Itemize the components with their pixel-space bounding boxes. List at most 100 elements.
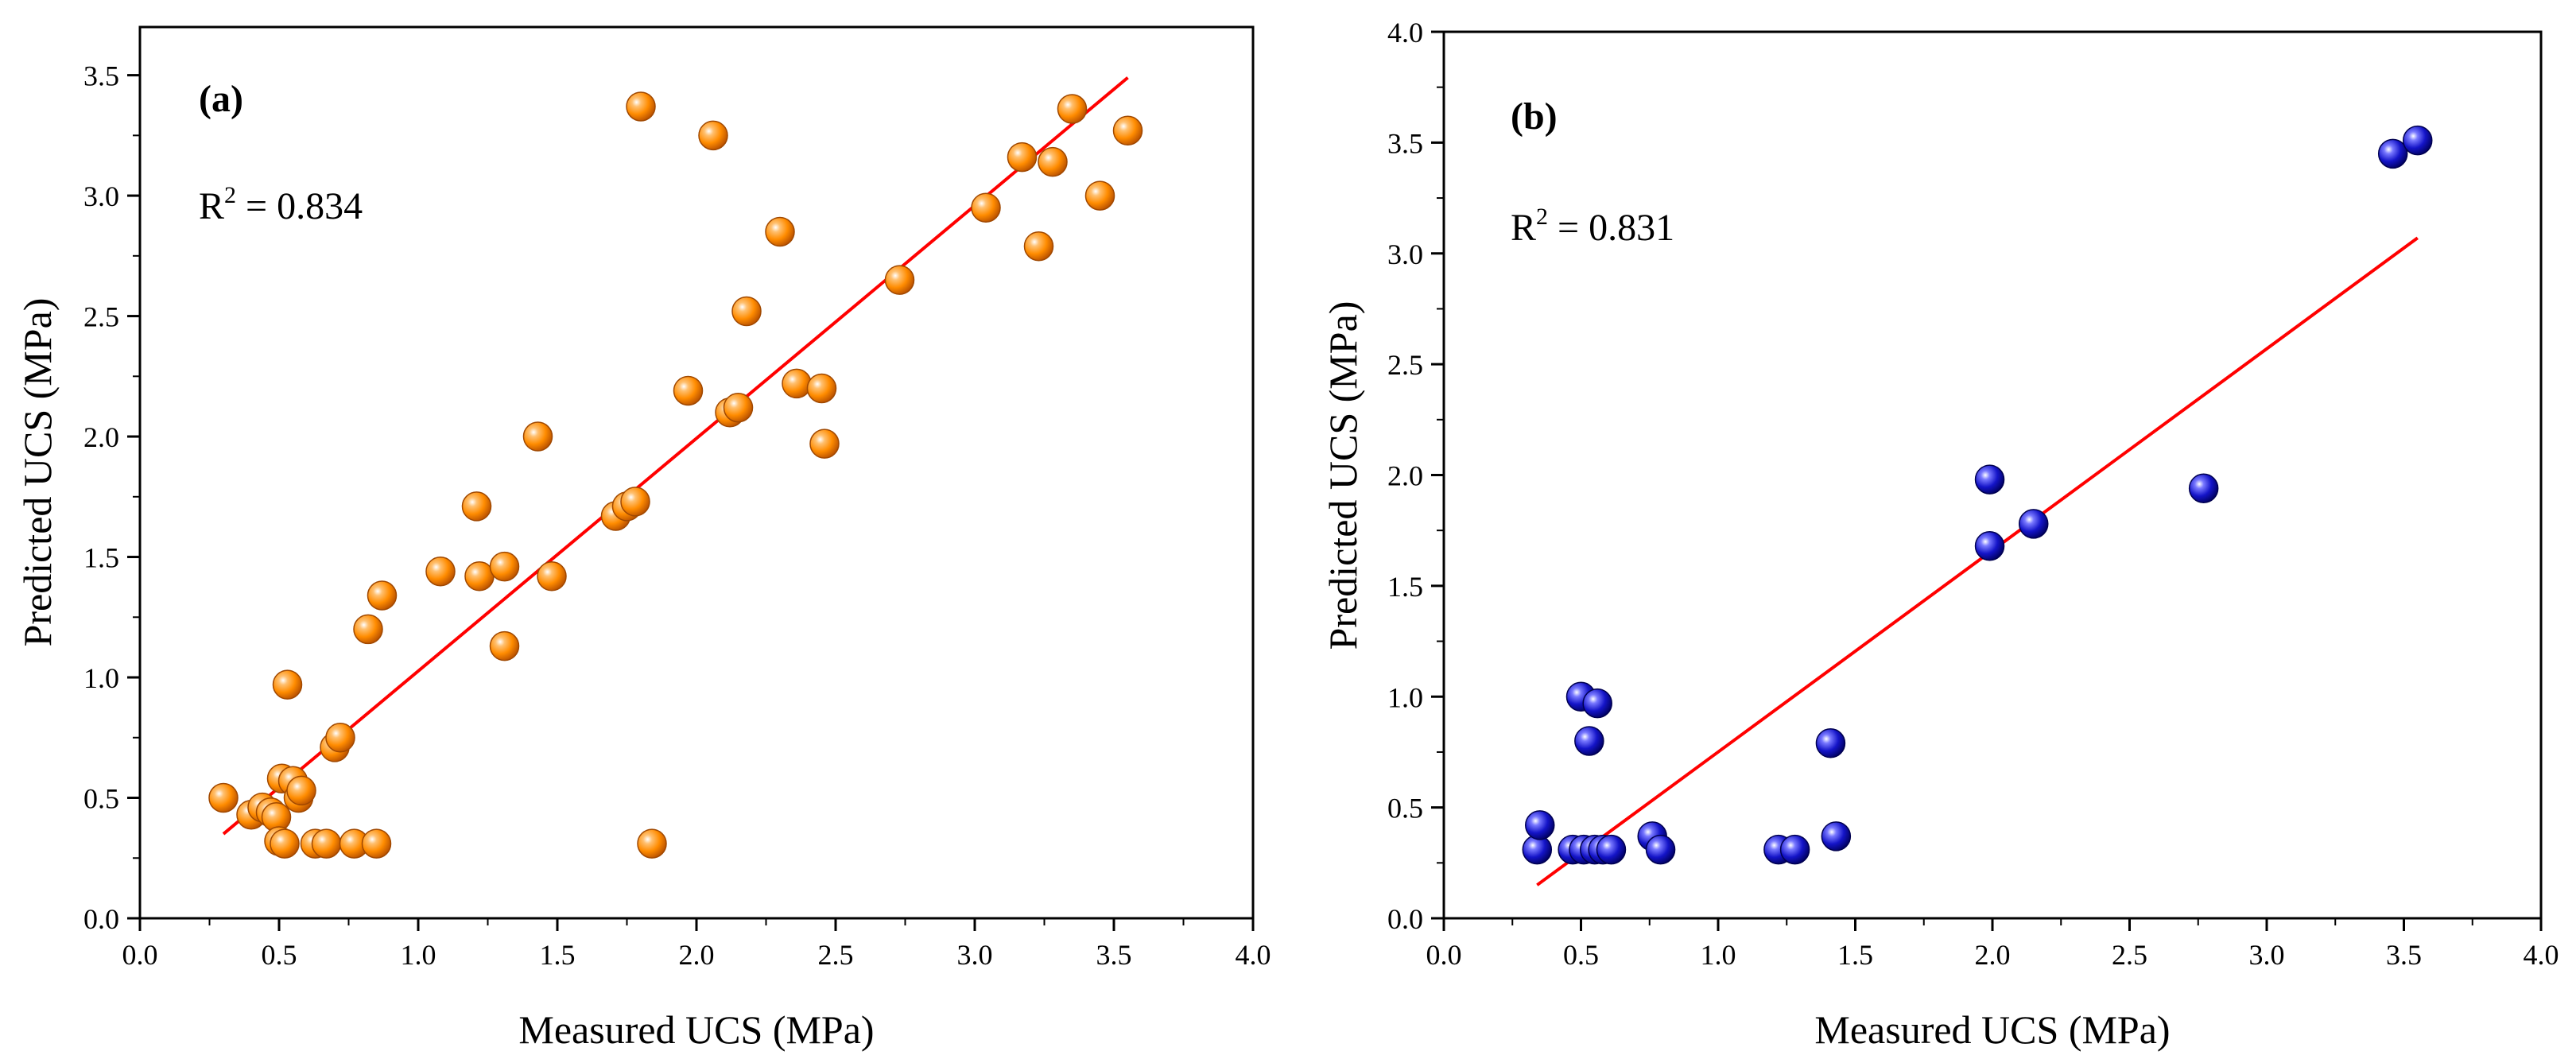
- chart-b-data-point: [1779, 834, 1810, 865]
- chart-b-data-point: [1821, 821, 1852, 851]
- chart-b-data-point: [1582, 688, 1612, 719]
- chart-b-data-point: [1525, 810, 1555, 840]
- chart-b-r2-annotation: R2 = 0.831: [1511, 204, 1674, 249]
- chart-b-r2-prefix: R: [1511, 207, 1536, 249]
- chart-a-data-point: [522, 421, 553, 452]
- chart-a-data-point: [673, 375, 704, 406]
- chart-b-data-point: [2019, 509, 2049, 539]
- chart-b-y-tick-label: 2.5: [1387, 349, 1423, 381]
- chart-a-data-point: [361, 828, 392, 859]
- chart-a-data-point: [1023, 231, 1054, 262]
- chart-b-y-tick-label: 4.0: [1387, 17, 1423, 48]
- chart-a-x-axis-title: Measured UCS (MPa): [518, 1007, 874, 1052]
- chart-a-y-tick-label: 0.5: [83, 783, 119, 815]
- chart-a-data-point: [325, 723, 355, 753]
- chart-a-data-point: [208, 782, 239, 813]
- chart-a-panel-label: (a): [199, 78, 243, 120]
- chart-b-y-tick-label: 0.0: [1387, 903, 1423, 935]
- chart-a-x-tick-label: 0.0: [122, 939, 158, 971]
- chart-a-data-point: [626, 91, 656, 122]
- chart-b-y-tick-label: 1.0: [1387, 681, 1423, 713]
- chart-a-data-point: [464, 561, 495, 592]
- chart-b-x-tick-label: 0.0: [1426, 939, 1462, 971]
- chart-b-y-axis-title: Predicted UCS (MPa): [1321, 301, 1365, 650]
- chart-a-data-point: [1112, 115, 1143, 146]
- chart-panel-a: 0.0 0.5 1.0 1.5 2.0 2.5 3.0 3.5 4.0 0.0 0.5 1.0 1.5 2…: [15, 25, 1271, 1052]
- chart-a-y-tick-label: 1.0: [83, 662, 119, 694]
- chart-a-y-tick-label: 0.0: [83, 903, 119, 935]
- chart-a-data-point: [782, 368, 812, 399]
- chart-b-x-tick-label: 3.5: [2386, 939, 2422, 971]
- chart-b-x-tick-label: 0.5: [1563, 939, 1599, 971]
- chart-panel-b: 0.0 0.5 1.0 1.5 2.0 2.5 3.0 3.5 4.0 0.0 0.5 1.0 1.5 2…: [1321, 17, 2559, 1052]
- chart-a-data-point: [637, 828, 667, 859]
- chart-b-r2-value: = 0.831: [1548, 207, 1674, 249]
- chart-a-data-point: [425, 556, 456, 587]
- chart-a-x-tick-label: 4.0: [1236, 939, 1271, 971]
- chart-a-r2-exponent: 2: [224, 182, 236, 208]
- chart-a-data-point: [971, 192, 1001, 223]
- chart-a-data-point: [884, 265, 915, 295]
- chart-b-data-point: [1596, 834, 1627, 865]
- chart-a-x-tick-label: 1.0: [401, 939, 436, 971]
- chart-a-data-point: [765, 216, 795, 247]
- chart-a-data-point: [731, 296, 762, 327]
- chart-a-data-point: [489, 551, 520, 582]
- chart-a-data-point: [806, 373, 837, 404]
- chart-b-data-point: [1974, 464, 2005, 495]
- chart-b-data-point: [1974, 530, 2005, 561]
- chart-b-x-tick-label: 3.0: [2249, 939, 2285, 971]
- chart-a-x-tick-label: 1.5: [540, 939, 576, 971]
- chart-b-panel-label: (b): [1511, 95, 1558, 138]
- chart-a-data-point: [698, 120, 728, 151]
- chart-b-y-tick-label: 1.5: [1387, 571, 1423, 603]
- chart-a-data-point: [272, 669, 303, 700]
- chart-a-data-point: [489, 630, 520, 661]
- chart-a-y-tick-label: 2.5: [83, 301, 119, 333]
- chart-b-data-point: [2377, 138, 2408, 169]
- chart-a-x-tick-label: 2.0: [679, 939, 715, 971]
- chart-a-data-point: [620, 487, 650, 517]
- chart-b-y-tick-label: 0.5: [1387, 793, 1423, 824]
- chart-b-data-point: [2403, 125, 2433, 156]
- chart-a-data-point: [1057, 94, 1088, 124]
- chart-b-y-tick-label: 3.5: [1387, 127, 1423, 159]
- chart-b-x-tick-label: 1.0: [1701, 939, 1736, 971]
- chart-b-data-point: [2188, 473, 2219, 503]
- chart-b-y-tick-label: 2.0: [1387, 460, 1423, 492]
- chart-a-x-tick-label: 3.0: [957, 939, 993, 971]
- chart-a-y-tick-label: 1.5: [83, 542, 119, 574]
- chart-b-x-tick-label: 2.5: [2112, 939, 2147, 971]
- chart-a-data-point: [1084, 180, 1115, 211]
- chart-b-data-point: [1815, 728, 1846, 758]
- chart-a-data-point: [537, 561, 567, 592]
- chart-b-fit-line: [1536, 236, 2419, 886]
- chart-a-data-point: [353, 614, 383, 645]
- chart-a-data-point: [723, 392, 754, 423]
- chart-a-data-point: [270, 828, 300, 859]
- chart-a-r2-annotation: R2 = 0.834: [199, 182, 363, 227]
- chart-a-data-point: [461, 491, 492, 522]
- chart-a-x-tick-label: 0.5: [262, 939, 297, 971]
- chart-a-y-tick-label: 3.5: [83, 60, 119, 92]
- chart-a-data-point: [286, 775, 316, 806]
- chart-b-x-tick-label: 2.0: [1975, 939, 2011, 971]
- chart-b-x-tick-label: 1.5: [1837, 939, 1873, 971]
- chart-b-y-tick-label: 3.0: [1387, 239, 1423, 270]
- chart-a-y-tick-label: 2.0: [83, 421, 119, 453]
- chart-a-data-point: [1007, 142, 1038, 173]
- chart-b-x-axis-title: Measured UCS (MPa): [1814, 1007, 2170, 1052]
- chart-b-data-point: [1645, 834, 1676, 865]
- chart-a-data-point: [809, 429, 840, 459]
- chart-a-y-tick-label: 3.0: [83, 180, 119, 212]
- chart-a-x-tick-label: 2.5: [818, 939, 854, 971]
- chart-a-data-point: [367, 580, 398, 611]
- chart-a-r2-prefix: R: [199, 185, 224, 227]
- chart-a-x-tick-label: 3.5: [1096, 939, 1132, 971]
- chart-a-y-axis-title: Predicted UCS (MPa): [15, 298, 60, 647]
- chart-a-data-point: [311, 828, 342, 859]
- chart-b-r2-exponent: 2: [1536, 204, 1548, 230]
- chart-a-r2-value: = 0.834: [236, 185, 363, 227]
- chart-b-x-tick-label: 4.0: [2524, 939, 2559, 971]
